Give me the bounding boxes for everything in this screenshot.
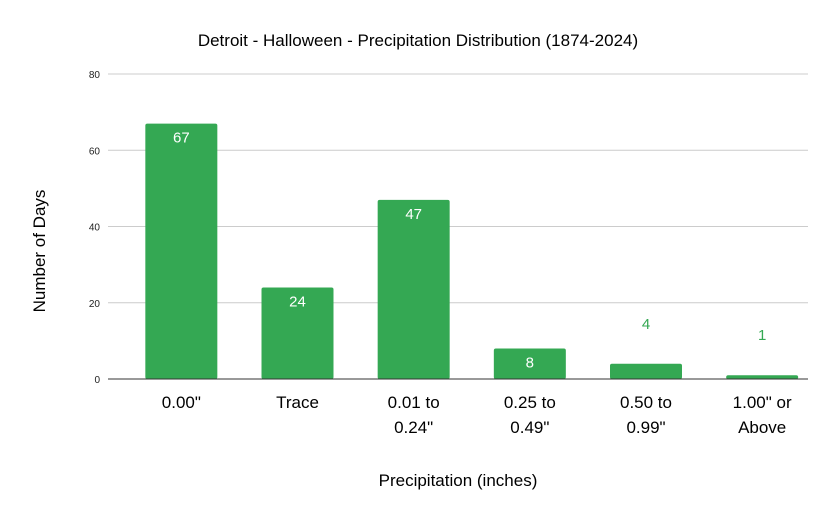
y-tick-label: 40 (89, 223, 101, 234)
x-tick-label: 0.01 to (388, 393, 440, 412)
bar (493, 348, 566, 379)
bar (726, 375, 799, 379)
data-label: 24 (289, 294, 306, 311)
data-labels: 67 24 47 8 4 1 (173, 130, 766, 372)
y-tick-label: 20 (89, 299, 101, 310)
y-tick-labels: 0 20 40 60 80 (89, 70, 101, 386)
data-label: 1 (758, 327, 766, 344)
data-label: 8 (526, 355, 534, 372)
data-label: 67 (173, 130, 190, 147)
x-tick-label: 1.00" or (733, 393, 792, 412)
y-axis-title: Number of Days (30, 190, 49, 313)
x-tick-label: 0.24" (394, 418, 433, 437)
x-tick-label: 0.50 to (620, 393, 672, 412)
bar (261, 287, 334, 379)
bar (610, 363, 682, 379)
data-label: 47 (405, 206, 422, 223)
x-tick-label: Trace (276, 393, 319, 412)
y-tick-label: 80 (89, 70, 101, 81)
x-tick-labels: 0.00" Trace 0.01 to 0.24" 0.25 to 0.49" 0.50 t… (162, 393, 792, 437)
bar (145, 123, 218, 379)
chart-title: Detroit - Halloween - Precipitation Dist… (198, 31, 638, 50)
y-tick-label: 60 (89, 146, 101, 157)
x-tick-label: 0.00" (162, 393, 201, 412)
gridlines (108, 73, 808, 304)
x-tick-label: 0.49" (510, 418, 549, 437)
x-tick-label: Above (738, 418, 786, 437)
x-tick-label: 0.25 to (504, 393, 556, 412)
data-label: 4 (642, 316, 650, 333)
bars (145, 123, 799, 379)
y-tick-label: 0 (94, 375, 100, 386)
bar (377, 199, 450, 379)
x-axis-title: Precipitation (inches) (379, 471, 538, 490)
x-tick-label: 0.99" (626, 418, 665, 437)
